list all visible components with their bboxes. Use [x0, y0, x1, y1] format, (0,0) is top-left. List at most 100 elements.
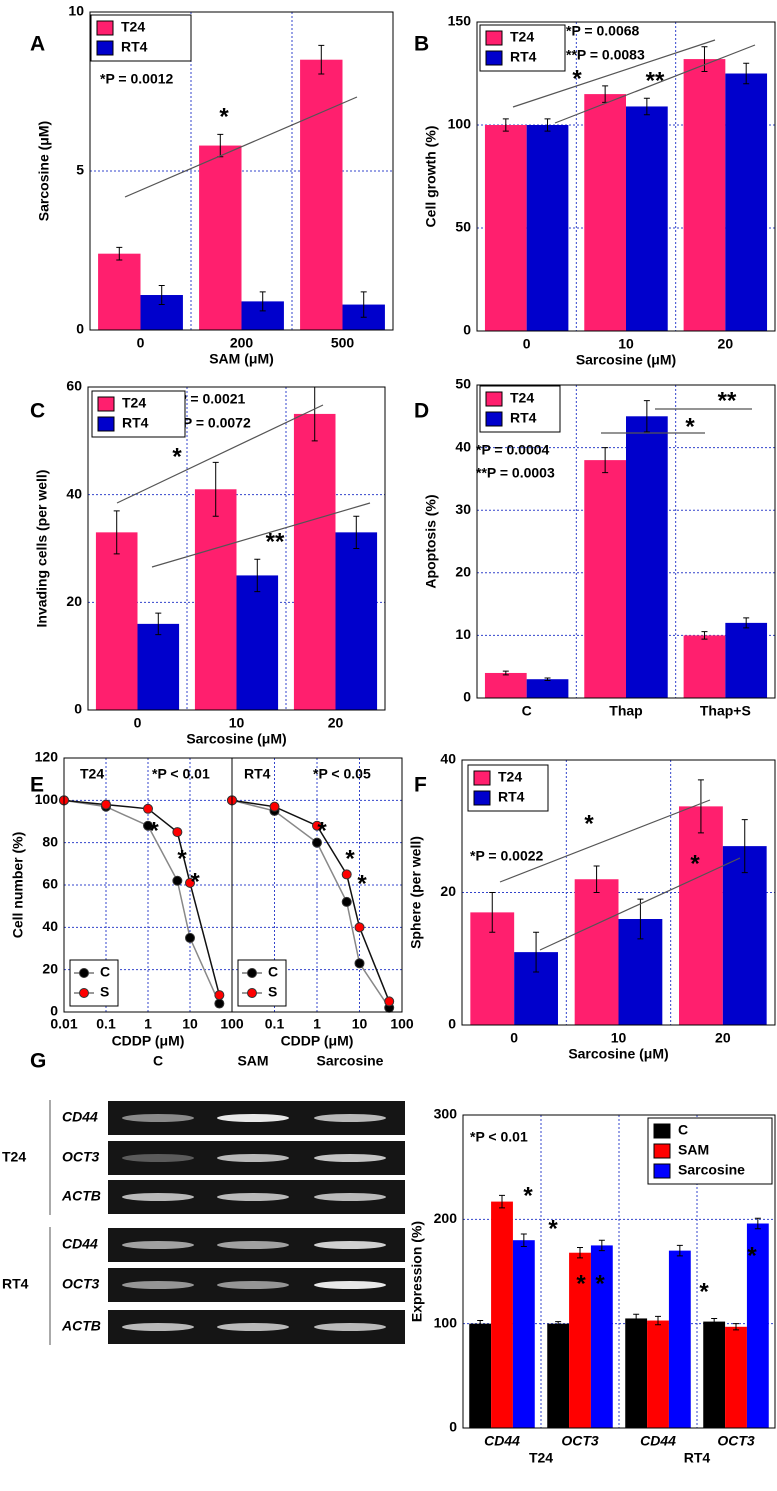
legend-label: RT4	[510, 410, 537, 426]
point	[355, 923, 364, 932]
gel-band	[314, 1154, 386, 1162]
x-tick-label: CD44	[484, 1433, 520, 1449]
legend-swatch	[98, 397, 114, 411]
bar	[725, 74, 767, 332]
bar	[469, 1324, 491, 1428]
legend-swatch	[486, 51, 502, 65]
point	[186, 933, 195, 942]
gel-group-label: T24	[2, 1149, 26, 1165]
annotation: *	[595, 1270, 605, 1297]
annotation: *	[177, 845, 187, 872]
y-tick-label: 100	[448, 116, 472, 132]
gel-row-label: OCT3	[62, 1149, 100, 1165]
legend-label: S	[100, 984, 109, 1000]
annotation: *	[690, 850, 700, 877]
bar	[684, 59, 726, 331]
y-tick-label: 0	[74, 701, 82, 717]
y-axis-title: Invading cells (per well)	[34, 470, 50, 628]
y-axis-title: Cell number (%)	[10, 832, 26, 939]
annotation: *P = 0.0022	[470, 848, 544, 864]
y-tick-label: 30	[455, 501, 471, 517]
point	[173, 876, 182, 885]
panel: 0.1110100RT4*P < 0.05***CSCDDP (μM)	[228, 758, 414, 1049]
x-axis-title: Sarcosine (μM)	[576, 352, 676, 368]
annotation: *	[172, 443, 182, 470]
group-label: RT4	[684, 1450, 711, 1466]
y-tick-label: 0	[463, 689, 471, 705]
point	[342, 897, 351, 906]
legend-label: RT4	[122, 415, 149, 431]
bar	[195, 489, 237, 710]
point	[385, 997, 394, 1006]
panel-letter: E	[30, 774, 44, 797]
bar	[527, 125, 569, 331]
y-tick-label: 100	[434, 1314, 458, 1330]
bar	[336, 532, 378, 710]
x-tick-label: 100	[220, 1016, 244, 1032]
bar	[527, 679, 569, 698]
x-tick-label: OCT3	[561, 1433, 599, 1449]
legend-label: T24	[498, 769, 522, 785]
gel-band	[122, 1281, 194, 1289]
annotation: *P = 0.0012	[100, 71, 174, 87]
y-tick-label: 20	[440, 883, 456, 899]
y-tick-label: 40	[440, 751, 456, 767]
legend-label: RT4	[510, 49, 537, 65]
annotation: **P = 0.0083	[566, 47, 645, 63]
panel-letter: D	[414, 400, 429, 423]
legend-box	[238, 960, 286, 1006]
x-tick-label: 10	[229, 715, 245, 731]
gel-row-label: CD44	[62, 1236, 98, 1252]
x-tick-label: 20	[718, 336, 734, 352]
panel: 0204060801001200.010.1110100T24*P < 0.01…	[10, 749, 244, 1049]
x-tick-label: 100	[390, 1016, 414, 1032]
y-tick-label: 20	[66, 593, 82, 609]
x-tick-label: 0	[137, 335, 145, 351]
y-axis-title: Expression (%)	[409, 1221, 425, 1322]
legend-label: T24	[121, 19, 145, 35]
x-axis-title: Sarcosine (μM)	[568, 1046, 668, 1062]
bar	[485, 673, 527, 698]
legend-marker	[248, 969, 257, 978]
x-tick-label: CD44	[640, 1433, 676, 1449]
gel-band	[217, 1241, 289, 1249]
bar	[626, 106, 668, 331]
gel-band	[314, 1193, 386, 1201]
x-axis-title: SAM (μM)	[209, 351, 274, 367]
legend-marker	[80, 989, 89, 998]
annotation: *	[548, 1215, 558, 1242]
gel-row-label: OCT3	[62, 1276, 100, 1292]
panel-letter: A	[30, 33, 45, 56]
legend-swatch	[97, 21, 113, 35]
annotation: **	[266, 528, 285, 555]
legend-swatch	[654, 1124, 670, 1138]
annotation: *	[685, 413, 695, 440]
y-axis-title: Sphere (per well)	[408, 836, 424, 949]
x-axis-title: CDDP (μM)	[281, 1033, 354, 1049]
x-tick-label: 200	[230, 335, 254, 351]
panel: 0100200300CD44OCT3CD44OCT3T24RT4*P < 0.0…	[409, 1106, 775, 1466]
legend-swatch	[474, 771, 490, 785]
legend-swatch	[98, 417, 114, 431]
bar	[138, 624, 180, 710]
bar	[300, 60, 342, 330]
x-tick-label: 0.01	[50, 1016, 77, 1032]
bar	[725, 1327, 747, 1428]
annotation: **P = 0.0003	[476, 465, 555, 481]
bar	[485, 125, 527, 331]
gel-band	[314, 1241, 386, 1249]
bar	[513, 1240, 535, 1428]
gel-row-label: ACTB	[61, 1318, 101, 1334]
bar	[584, 460, 626, 698]
annotation: *	[345, 845, 355, 872]
legend-label: SAM	[678, 1142, 709, 1158]
point	[173, 828, 182, 837]
gel-column-label: Sarcosine	[317, 1053, 384, 1069]
legend-label: C	[100, 964, 110, 980]
x-tick-label: 20	[715, 1030, 731, 1046]
x-tick-label: 500	[331, 335, 355, 351]
group-label: T24	[529, 1450, 553, 1466]
